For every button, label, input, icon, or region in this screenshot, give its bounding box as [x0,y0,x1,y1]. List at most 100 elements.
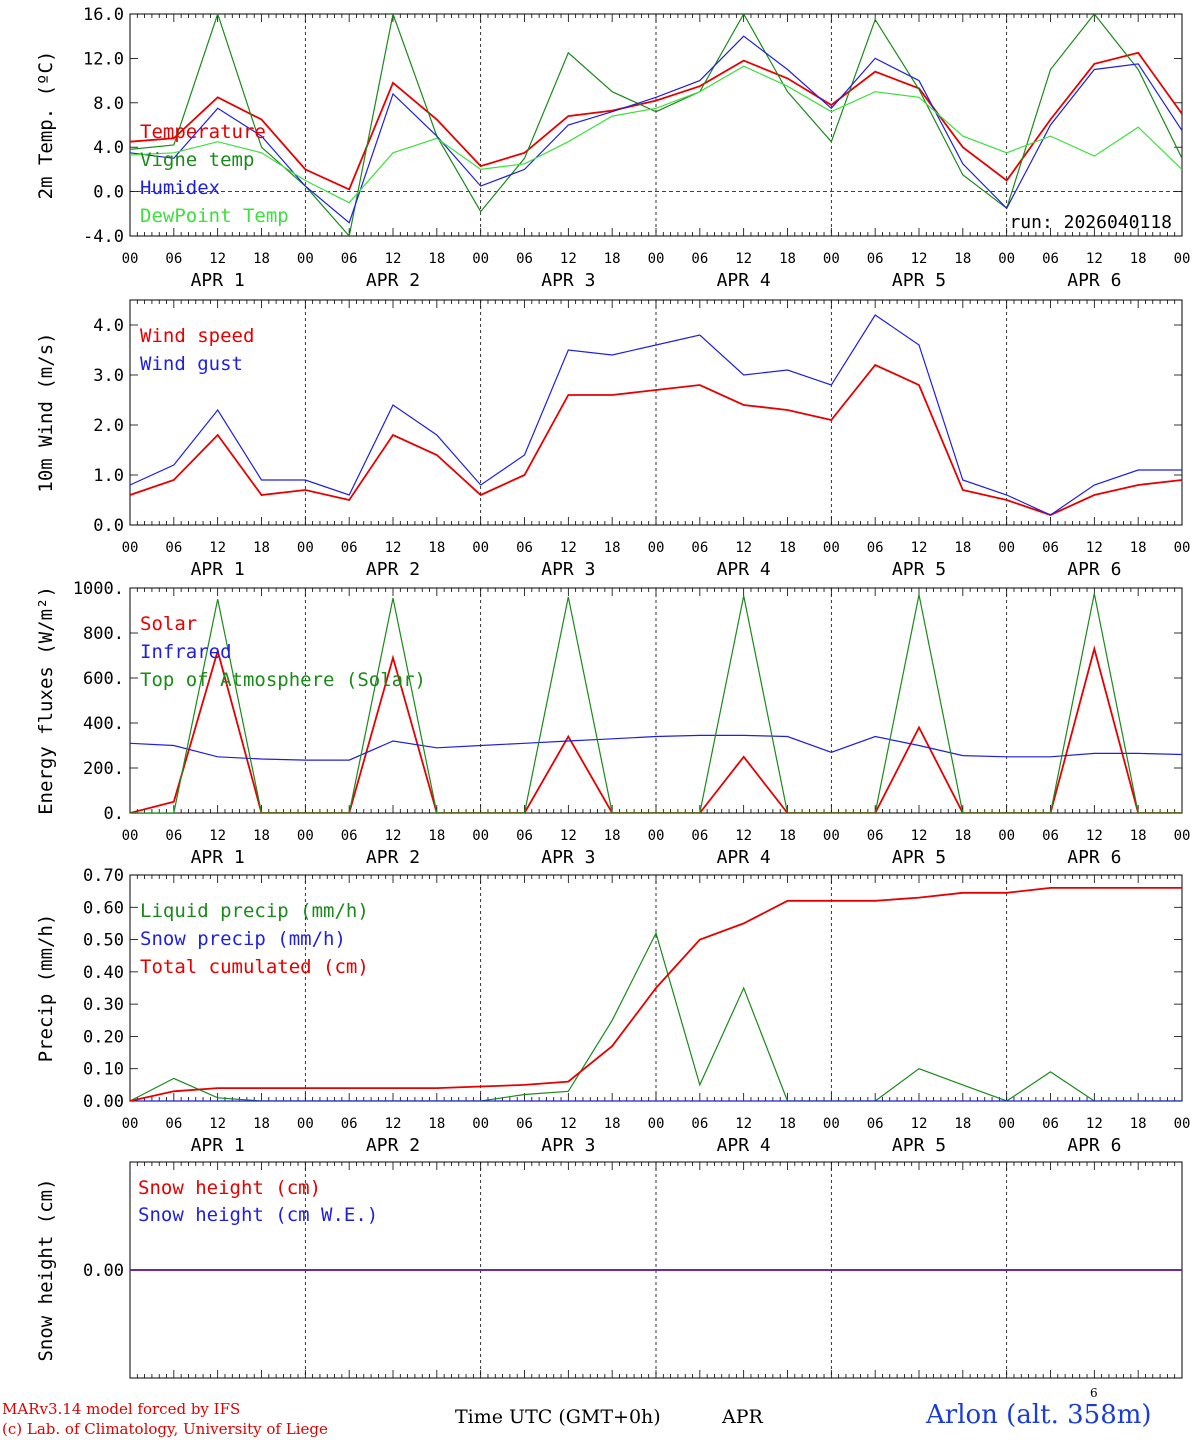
y-axis-label: Snow height (cm) [35,1178,57,1361]
chart-panel-4: 00 06 12 18 00 06 12 18 00 06 12 18 00 06 12 18 00 06 12 18… [35,866,1190,1156]
x-tick-label: 12 [385,251,402,267]
y-axis-label: 2m Temp. (ºC) [35,51,57,200]
x-tick-label: 06 [691,1116,708,1132]
x-tick-label: 18 [604,828,621,844]
y-tick-label: 0.20 [83,1027,124,1047]
x-tick-label: 18 [1130,1116,1147,1132]
x-tick-label: 18 [1130,251,1147,267]
x-tick-label: 12 [735,540,752,556]
y-tick-label: 200. [83,759,124,779]
x-tick-label: 12 [560,251,577,267]
y-tick-label: 0.10 [83,1060,124,1080]
series-line-liquid-precip-mm-h- [130,931,1182,1101]
x-tick-label: 00 [823,251,840,267]
x-tick-label: 18 [428,828,445,844]
chart-panel-1: 00 06 12 18 00 06 12 18 00 06 12 18 00 06 12 18 00 06 12 18… [35,5,1190,291]
x-tick-label: 00 [1174,540,1191,556]
day-label: APR 5 [892,847,946,868]
day-label: APR 3 [541,1135,595,1156]
x-tick-label: 00 [998,828,1015,844]
y-tick-label: 8.0 [93,94,124,114]
x-tick-label: 06 [341,1116,358,1132]
x-tick-label: 00 [297,828,314,844]
y-tick-label: 4.0 [93,138,124,158]
y-tick-label: 0.50 [83,931,124,951]
x-tick-label: 18 [1130,540,1147,556]
x-tick-label: 18 [253,828,270,844]
x-tick-label: 12 [735,1116,752,1132]
legend-entry: Snow height (cm) [138,1177,321,1199]
day-label: APR 5 [892,270,946,291]
chart-panel-5: 0.00 Snow height (cm) Snow height (cm) Snow… [35,1161,1183,1379]
x-tick-label: 12 [735,251,752,267]
day-label: APR 1 [191,1135,245,1156]
x-tick-label: 00 [823,1116,840,1132]
legend-entry: Vigne temp [140,149,254,171]
time-axis-label: Time UTC (GMT+0h) [455,1406,661,1428]
day-label: APR 6 [1067,559,1121,580]
x-tick-label: 06 [867,1116,884,1132]
x-tick-label: 06 [1042,828,1059,844]
x-tick-label: 06 [1042,540,1059,556]
x-tick-label: 12 [209,1116,226,1132]
legend-entry: Total cumulated (cm) [140,956,369,978]
series-line-temperature [130,51,1182,191]
legend-entry: Snow height (cm W.E.) [138,1204,378,1226]
y-tick-label: 0.40 [83,963,124,983]
series-line-humidex [130,35,1182,224]
plot-frame [129,587,1183,814]
x-tick-label: 06 [165,828,182,844]
day-label: APR 4 [717,559,771,580]
series-line-wind-gust [130,314,1182,516]
x-tick-label: 12 [560,828,577,844]
x-tick-label: 18 [779,828,796,844]
x-tick-label: 18 [779,1116,796,1132]
x-tick-label: 12 [1086,828,1103,844]
x-tick-label: 00 [823,540,840,556]
x-tick-label: 18 [253,1116,270,1132]
x-tick-label: 06 [691,540,708,556]
x-tick-label: 00 [122,828,139,844]
day-label: APR 2 [366,1135,420,1156]
day-label: APR 4 [717,270,771,291]
x-tick-label: 18 [253,540,270,556]
x-tick-label: 12 [735,828,752,844]
x-tick-label: 12 [1086,251,1103,267]
x-tick-label: 12 [385,540,402,556]
x-tick-label: 00 [998,251,1015,267]
y-tick-label: 0. [104,804,124,824]
legend-entry: Top of Atmosphere (Solar) [140,669,426,691]
legend-entry: Liquid precip (mm/h) [140,900,369,922]
x-tick-label: 06 [516,828,533,844]
chart-panel-2: 00 06 12 18 00 06 12 18 00 06 12 18 00 06 12 18 00 06 12 18… [35,299,1191,580]
x-tick-label: 06 [341,828,358,844]
x-tick-label: 12 [209,828,226,844]
x-tick-label: 18 [604,251,621,267]
day-label: APR 2 [366,559,420,580]
x-tick-label: 06 [867,251,884,267]
x-tick-label: 12 [911,1116,928,1132]
x-tick-label: 00 [648,828,665,844]
series-line-infrared [130,734,1182,761]
x-tick-label: 00 [998,540,1015,556]
day-label: APR 1 [191,559,245,580]
day-label: APR 6 [1067,1135,1121,1156]
y-tick-label: 4.0 [93,316,124,336]
x-tick-label: 00 [472,540,489,556]
x-tick-label: 12 [911,540,928,556]
legend-entry: Wind gust [140,353,243,375]
x-tick-label: 00 [122,540,139,556]
x-tick-label: 00 [998,1116,1015,1132]
y-tick-label: 0.0 [93,183,124,203]
day-label: APR 6 [1067,847,1121,868]
y-tick-label: 600. [83,669,124,689]
x-tick-label: 18 [954,540,971,556]
x-tick-label: 06 [691,251,708,267]
chart-panel-3: 00 06 12 18 00 06 12 18 00 06 12 18 00 06 12 18 00 06 12 18… [35,579,1190,868]
day-label: APR 4 [717,847,771,868]
y-tick-label: 2.0 [93,416,124,436]
x-tick-label: 18 [954,1116,971,1132]
y-tick-label: 800. [83,624,124,644]
day-label: APR 3 [541,847,595,868]
